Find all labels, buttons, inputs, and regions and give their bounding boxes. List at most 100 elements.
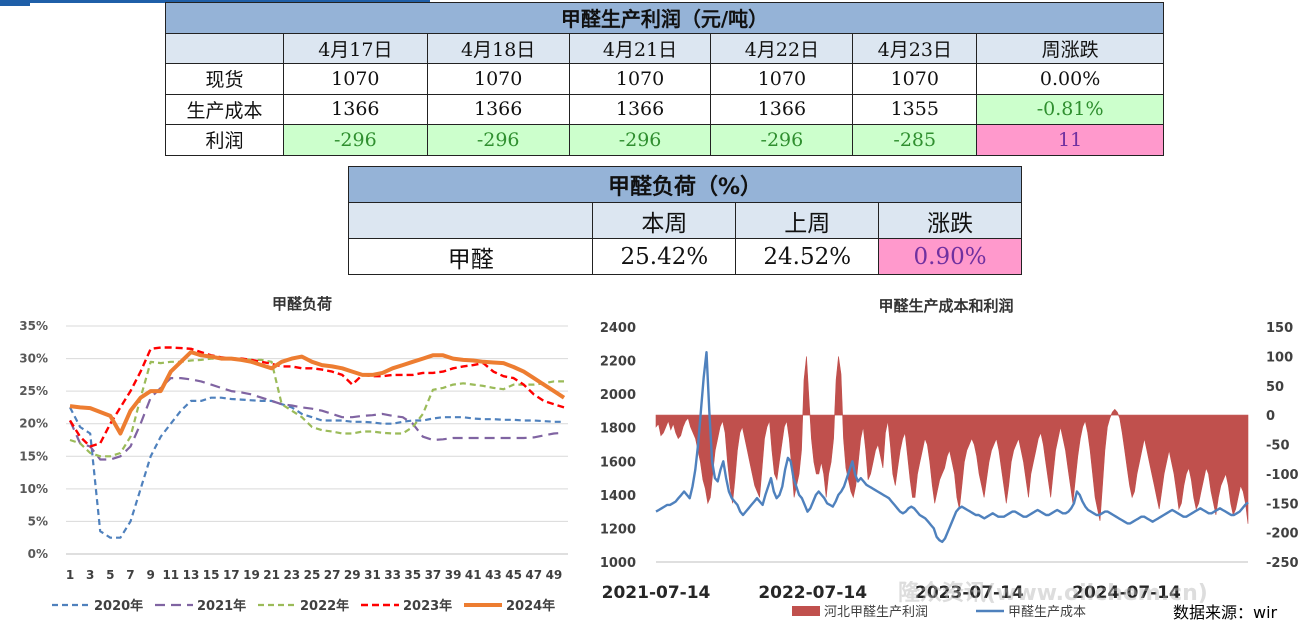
y-tick-label: 30%: [19, 352, 48, 366]
table-row: 现货 1070 1070 1070 1070 1070 0.00%: [165, 63, 1164, 95]
chart-title: 甲醛负荷: [272, 295, 332, 313]
top-accent-mark: [0, 0, 30, 6]
table-row: 甲醛 25.42% 24.52% 0.90%: [347, 238, 1022, 275]
legend-label: 2020年: [94, 598, 143, 614]
column-header: 上周: [735, 202, 880, 239]
table-row: 生产成本 1366 1366 1366 1366 1355 -0.81%: [165, 93, 1164, 125]
profit-area: [655, 356, 1249, 524]
x-axis-ticks: 2021-07-14 2022-07-14 2023-07-14 2024-07-14: [602, 583, 1181, 603]
row-label: 甲醛: [347, 238, 594, 275]
x-tick-label: 45: [505, 568, 522, 582]
row-label: 现货: [165, 63, 284, 95]
column-header: 本周: [592, 202, 737, 239]
y-axis-left-ticks: 2400 2200 2000 1800 1600 1400 1200 1000: [600, 321, 636, 571]
profit-table-header-row: 4月17日 4月18日 4月21日 4月22日 4月23日 周涨跌: [165, 32, 1164, 64]
column-header: 4月18日: [426, 32, 570, 64]
column-header: 4月22日: [710, 32, 854, 64]
x-tick-label: 2022-07-14: [758, 583, 867, 603]
table-cell-change-pink: 11: [976, 124, 1164, 156]
series-line: [68, 346, 565, 448]
x-tick-label: 33: [384, 568, 401, 582]
x-tick-label: 35: [404, 568, 421, 582]
x-tick-label: 19: [243, 568, 260, 582]
y-left-tick-label: 1400: [600, 489, 636, 504]
x-tick-label: 41: [465, 568, 482, 582]
table-cell: 1070: [710, 63, 854, 95]
x-axis-ticks: 1 3 5 7 9 11 13 15 17 19 21 23 25 27 29 31 33 35 37 39 41 43 4…: [66, 568, 562, 582]
load-table: 甲醛负荷（%） 本周 上周 涨跌 甲醛 25.42% 24.52% 0.90%: [347, 166, 1022, 275]
legend-label: 2021年: [197, 598, 246, 614]
load-table-title: 甲醛负荷（%）: [348, 166, 1022, 203]
x-tick-label: 17: [223, 568, 240, 582]
x-tick-label: 2024-07-14: [1072, 583, 1181, 603]
y-tick-label: 15%: [19, 449, 48, 463]
series-line: [69, 350, 566, 436]
table-cell-negative: -296: [568, 124, 712, 156]
chart-title: 甲醛生产成本和利润: [878, 297, 1013, 315]
x-tick-label: 13: [183, 568, 200, 582]
load-table-header-row: 本周 上周 涨跌: [347, 202, 1022, 239]
table-cell-change-pink: 0.90%: [878, 238, 1022, 275]
table-cell-change-green: -0.81%: [976, 93, 1164, 125]
y-right-tick-label: 150: [1266, 321, 1293, 336]
y-tick-label: 25%: [19, 384, 48, 398]
y-tick-label: 10%: [19, 482, 48, 496]
cost-line: [655, 350, 1249, 544]
x-tick-label: 47: [525, 568, 542, 582]
y-left-tick-label: 1000: [600, 556, 636, 571]
y-axis-ticks: 35% 30% 25% 20% 15% 10% 5% 0%: [19, 319, 48, 561]
x-tick-label: 21: [263, 568, 280, 582]
x-tick-label: 9: [146, 568, 154, 582]
chart-legend: 河北甲醛生产利润 甲醛生产成本: [792, 604, 1086, 620]
chart-series: [655, 350, 1249, 563]
x-tick-label: 25: [304, 568, 321, 582]
x-tick-label: 11: [162, 568, 179, 582]
chart-legend: 2020年 2021年 2022年 2023年 2024年: [52, 598, 555, 614]
y-right-tick-label: 100: [1266, 350, 1293, 365]
load-chart: 甲醛负荷 35%30%25%20%15%10%5%0% 1 3 5 7 9 11 13 15 1…: [19, 295, 568, 614]
table-cell: 1070: [282, 63, 428, 95]
watermark: 隆众资讯(www.oilchem.cn): [898, 581, 1208, 606]
x-tick-label: 31: [364, 568, 381, 582]
x-tick-label: 7: [126, 568, 134, 582]
table-cell-negative: -296: [282, 124, 428, 156]
y-right-tick-label: -250: [1266, 556, 1298, 571]
chart-gridlines: [66, 325, 568, 555]
table-cell-negative: -296: [710, 124, 854, 156]
y-left-tick-label: 2000: [600, 388, 636, 403]
series-line: [69, 357, 564, 458]
y-left-tick-label: 2200: [600, 355, 636, 370]
load-table-corner: [347, 202, 594, 239]
y-left-tick-label: 1600: [600, 455, 636, 470]
column-header: 涨跌: [878, 202, 1022, 239]
legend-label: 甲醛生产成本: [1008, 604, 1086, 620]
top-accent-bar: [0, 0, 430, 3]
column-header: 4月21日: [568, 32, 712, 64]
table-cell: 0.00%: [976, 63, 1164, 95]
table-cell-negative: -285: [852, 124, 978, 156]
table-cell: 1366: [568, 93, 712, 125]
profit-table: 甲醛生产利润（元/吨） 4月17日 4月18日 4月21日 4月22日 4月23…: [165, 2, 1164, 156]
x-tick-label: 1: [66, 568, 74, 582]
table-cell: 1366: [710, 93, 854, 125]
table-cell: 24.52%: [735, 238, 880, 275]
x-tick-label: 5: [106, 568, 114, 582]
y-axis-right-ticks: 150 100 50 0 -50 -100 -150 -200 -250: [1266, 321, 1298, 571]
cost-profit-chart: 甲醛生产成本和利润 2400 2200 2000 1800 1600 1400 1200 10…: [600, 297, 1298, 622]
x-tick-label: 39: [445, 568, 462, 582]
x-tick-label: 49: [546, 568, 563, 582]
x-tick-label: 15: [203, 568, 220, 582]
x-tick-label: 37: [425, 568, 442, 582]
y-right-tick-label: -50: [1266, 439, 1290, 454]
legend-label: 河北甲醛生产利润: [824, 604, 928, 620]
column-header: 周涨跌: [976, 32, 1164, 64]
chart-series: [68, 346, 566, 539]
table-cell: 25.42%: [592, 238, 737, 275]
legend-swatch: [792, 606, 820, 616]
legend-label: 2023年: [403, 598, 452, 614]
y-right-tick-label: -100: [1266, 468, 1298, 483]
x-tick-label: 43: [485, 568, 502, 582]
column-header: 4月17日: [282, 32, 428, 64]
y-right-tick-label: -200: [1266, 527, 1298, 542]
table-cell: 1366: [282, 93, 428, 125]
